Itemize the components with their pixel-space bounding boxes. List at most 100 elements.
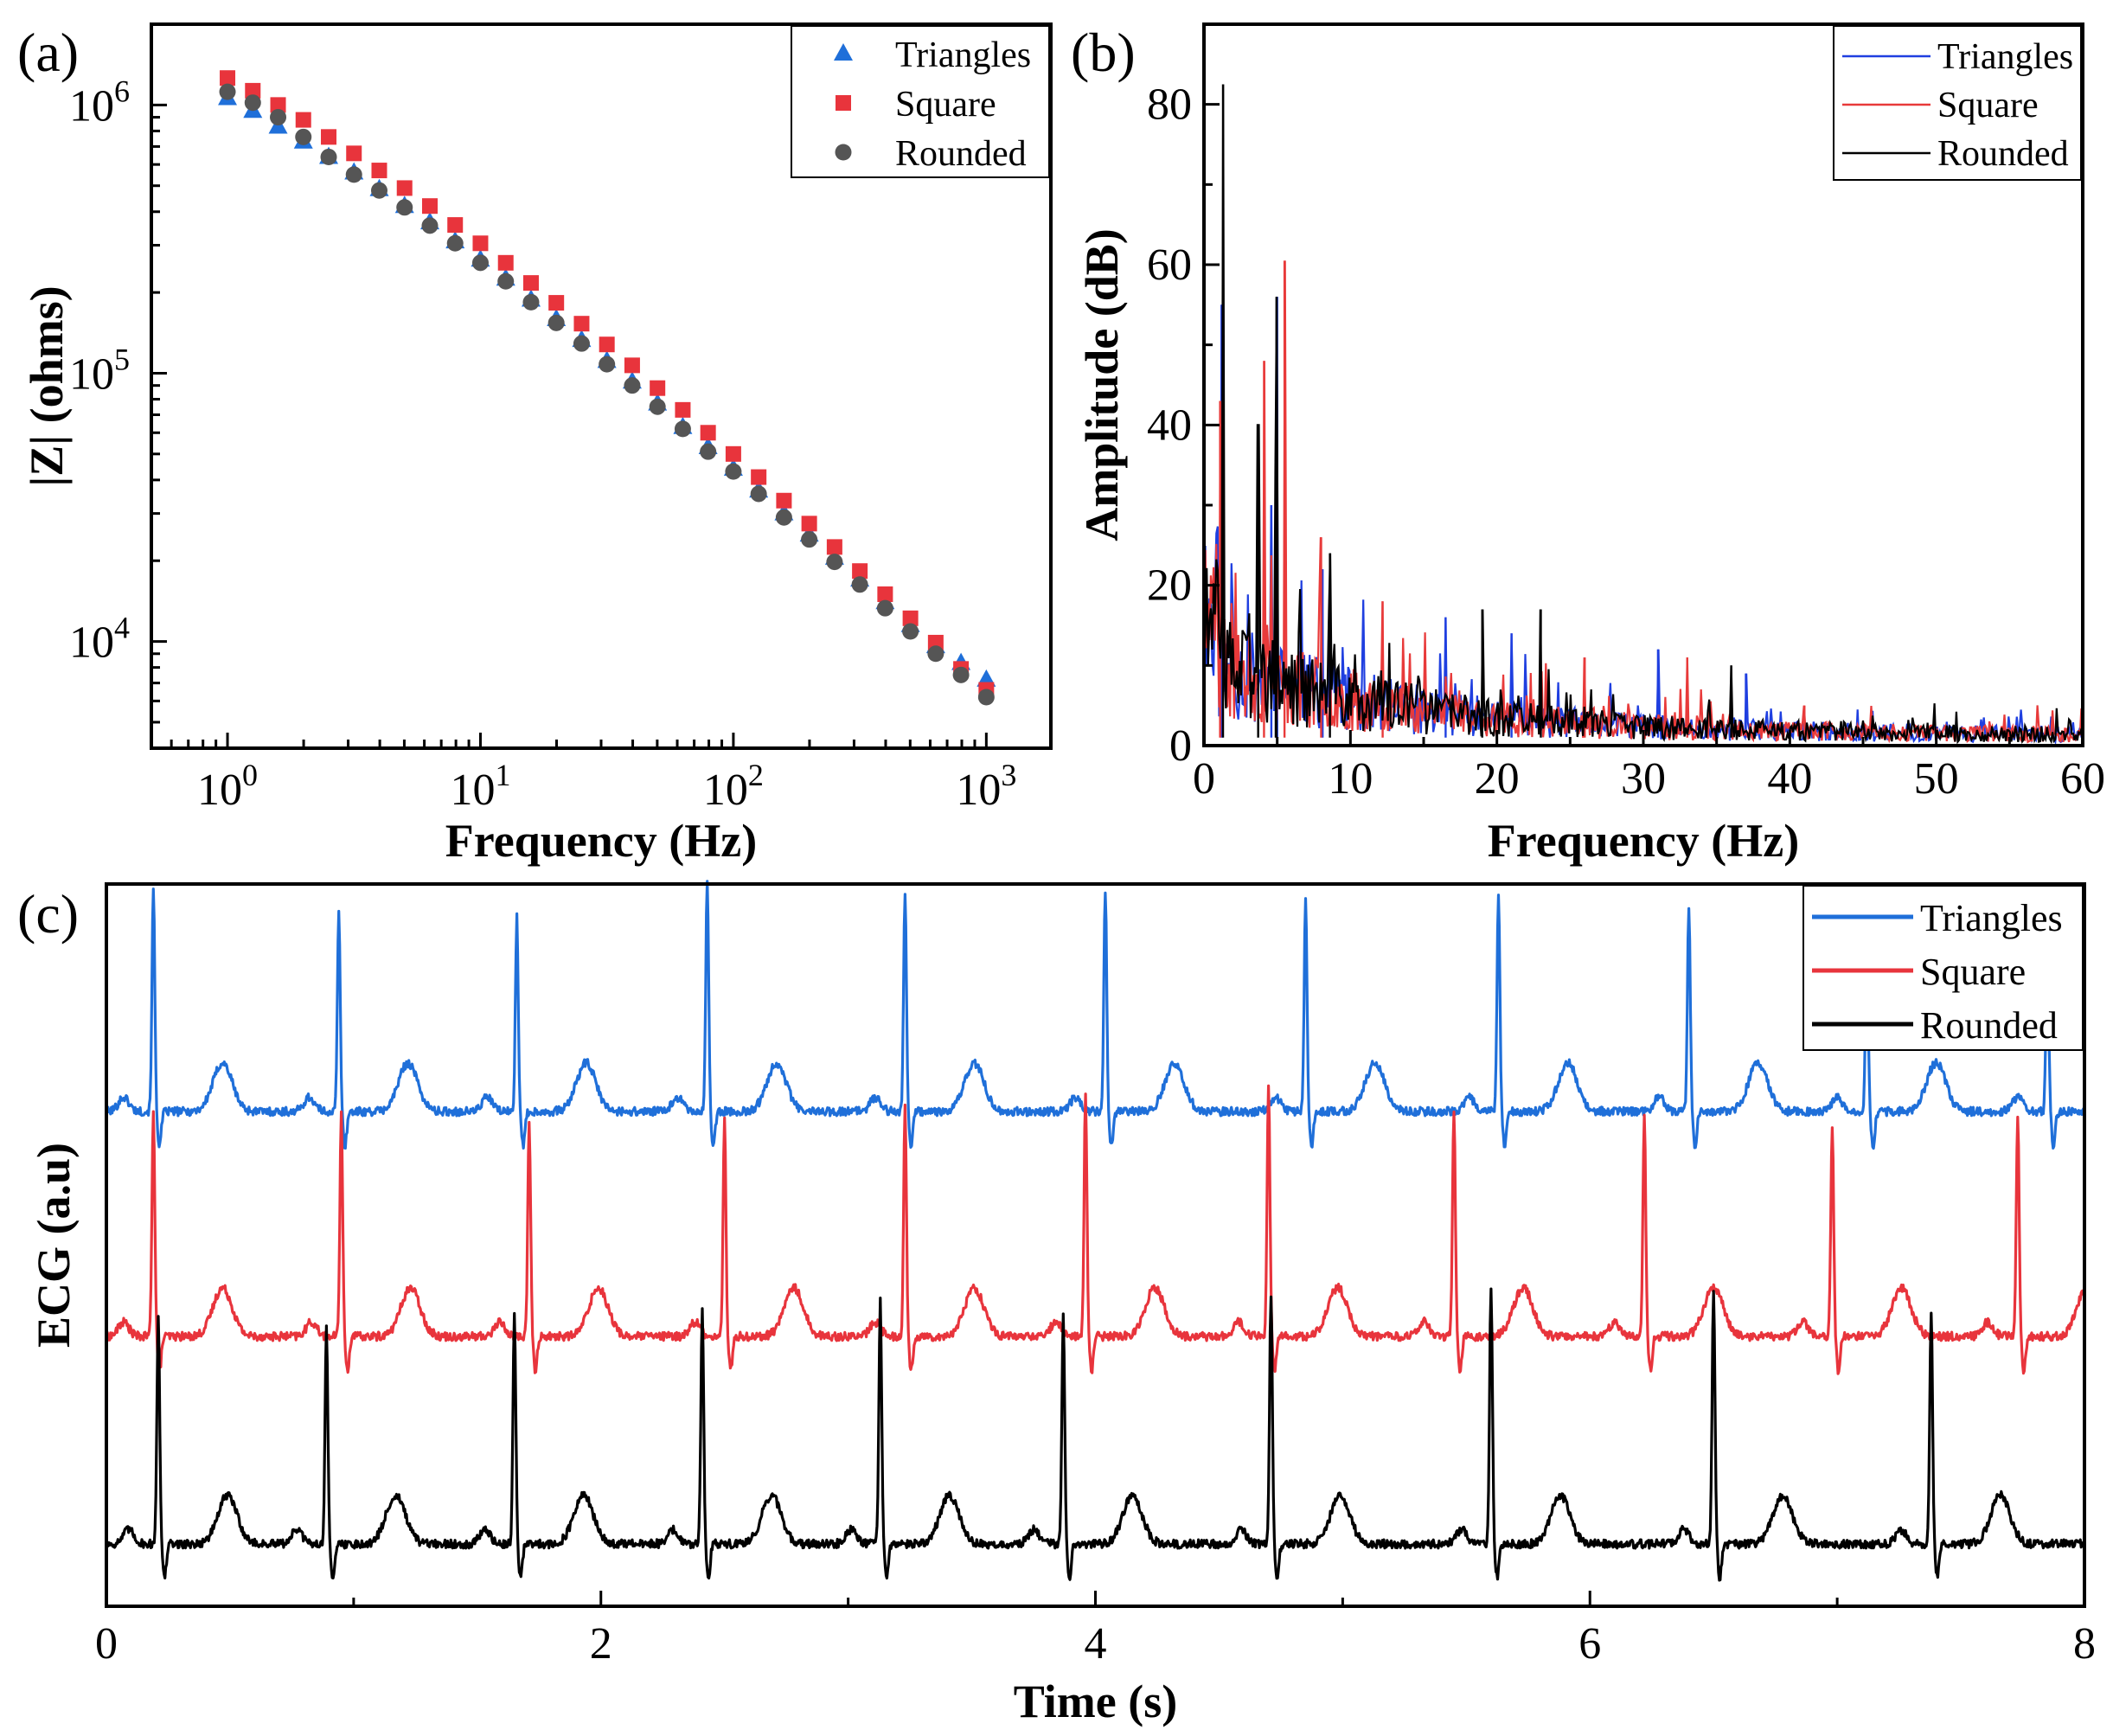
y-tick-label: 0 xyxy=(1169,721,1192,771)
data-point-square xyxy=(220,70,236,86)
data-point-square xyxy=(295,112,311,128)
data-point-circle xyxy=(927,645,944,663)
x-tick-label: 2 xyxy=(590,1619,612,1669)
data-point-square xyxy=(700,425,716,441)
x-axis-label: Frequency (Hz) xyxy=(445,815,757,867)
data-point-square xyxy=(624,357,640,374)
y-tick-label: 105 xyxy=(69,342,130,399)
data-point-square xyxy=(573,316,590,332)
y-tick-label: 104 xyxy=(69,611,130,668)
data-point-circle xyxy=(244,94,261,112)
legend-label: Rounded xyxy=(895,134,1027,174)
x-tick-label: 0 xyxy=(95,1619,118,1669)
x-tick-label: 10 xyxy=(1328,754,1373,804)
x-tick-label: 6 xyxy=(1578,1619,1601,1669)
panel-b: 0 10 20 30 40 50 60 0 20 40 60 80 Frequency (Hz) Ampl… xyxy=(1071,22,2105,867)
data-point-circle xyxy=(547,314,565,331)
data-point-square xyxy=(852,563,868,580)
legend-label: Triangles xyxy=(1920,897,2063,939)
legend: Triangles Square Rounded xyxy=(1833,25,2082,181)
data-point-circle xyxy=(573,335,590,352)
data-point-square xyxy=(472,235,489,252)
y-tick-label: 20 xyxy=(1147,561,1192,611)
data-point-square xyxy=(902,610,919,626)
data-point-circle xyxy=(952,666,970,683)
data-point-circle xyxy=(725,463,742,480)
data-point-circle xyxy=(320,148,337,165)
data-point-circle xyxy=(446,234,464,252)
x-tick-label: 40 xyxy=(1767,754,1812,804)
x-tick-label: 0 xyxy=(1193,754,1215,804)
legend-label: Square xyxy=(895,85,996,125)
y-axis-label: ECG (a.u) xyxy=(28,1143,80,1348)
data-point-circle xyxy=(624,377,641,394)
data-point-square xyxy=(245,82,261,99)
x-tick-label: 50 xyxy=(1914,754,1959,804)
y-tick-label: 80 xyxy=(1147,80,1192,130)
x-tick-label: 102 xyxy=(703,758,764,815)
data-point-circle xyxy=(396,199,413,216)
data-point-square xyxy=(599,336,615,353)
x-tick-label: 4 xyxy=(1085,1619,1107,1669)
data-point-square xyxy=(421,198,438,215)
data-point-circle xyxy=(421,217,439,234)
x-tick-label: 8 xyxy=(2073,1619,2096,1669)
data-point-square xyxy=(826,539,842,555)
series-line-rounded xyxy=(1202,84,2084,745)
data-point-circle xyxy=(826,554,843,571)
legend: Triangles Square Rounded xyxy=(791,25,1050,178)
data-point-square xyxy=(497,254,514,271)
data-point-square xyxy=(877,586,893,602)
data-point-square xyxy=(725,445,741,462)
data-point-square xyxy=(321,129,337,145)
x-tick-label: 60 xyxy=(2060,754,2105,804)
legend-marker-square xyxy=(836,95,851,111)
data-point-square xyxy=(371,163,387,179)
data-point-circle xyxy=(370,182,387,199)
legend-label: Rounded xyxy=(1937,134,2069,174)
legend-label: Square xyxy=(1920,951,2026,993)
data-point-circle xyxy=(270,109,287,126)
legend-box xyxy=(1833,25,2082,181)
series-line-square xyxy=(105,1084,2086,1375)
data-point-square xyxy=(776,492,792,509)
panel-label: (c) xyxy=(17,883,79,945)
legend-label: Triangles xyxy=(1937,37,2073,77)
data-point-circle xyxy=(876,599,893,617)
data-point-square xyxy=(270,97,286,113)
legend-label: Rounded xyxy=(1920,1004,2058,1047)
data-point-square xyxy=(522,275,539,291)
y-tick-label: 60 xyxy=(1147,240,1192,290)
x-tick-label: 30 xyxy=(1621,754,1666,804)
data-point-square xyxy=(346,145,362,162)
x-axis-label: Time (s) xyxy=(1014,1675,1177,1727)
x-tick-label: 103 xyxy=(956,758,1016,815)
panel-label: (a) xyxy=(17,22,79,83)
panel-label: (b) xyxy=(1071,22,1136,83)
x-tick-label: 101 xyxy=(450,758,510,815)
data-point-circle xyxy=(599,356,616,373)
x-axis-label: Frequency (Hz) xyxy=(1488,815,1799,867)
y-tick-label: 106 xyxy=(69,74,130,131)
data-point-circle xyxy=(801,531,818,548)
data-point-circle xyxy=(345,166,362,183)
x-tick-label: 100 xyxy=(197,758,258,815)
x-tick-label: 20 xyxy=(1475,754,1520,804)
data-point-circle xyxy=(471,254,489,272)
series-square xyxy=(220,70,995,698)
legend-marker-circle xyxy=(835,144,852,161)
data-point-circle xyxy=(497,272,515,290)
data-point-square xyxy=(650,380,666,396)
data-point-circle xyxy=(775,509,792,526)
data-point-circle xyxy=(700,443,717,460)
data-point-circle xyxy=(295,128,312,145)
data-point-circle xyxy=(219,83,236,100)
data-point-square xyxy=(396,180,413,196)
data-point-square xyxy=(801,516,817,532)
legend-marker-triangle xyxy=(834,43,853,61)
series-line-triangles xyxy=(105,880,2085,1150)
legend: Triangles Square Rounded xyxy=(1802,885,2084,1051)
data-point-circle xyxy=(977,689,995,706)
series-line-rounded xyxy=(105,1287,2086,1582)
